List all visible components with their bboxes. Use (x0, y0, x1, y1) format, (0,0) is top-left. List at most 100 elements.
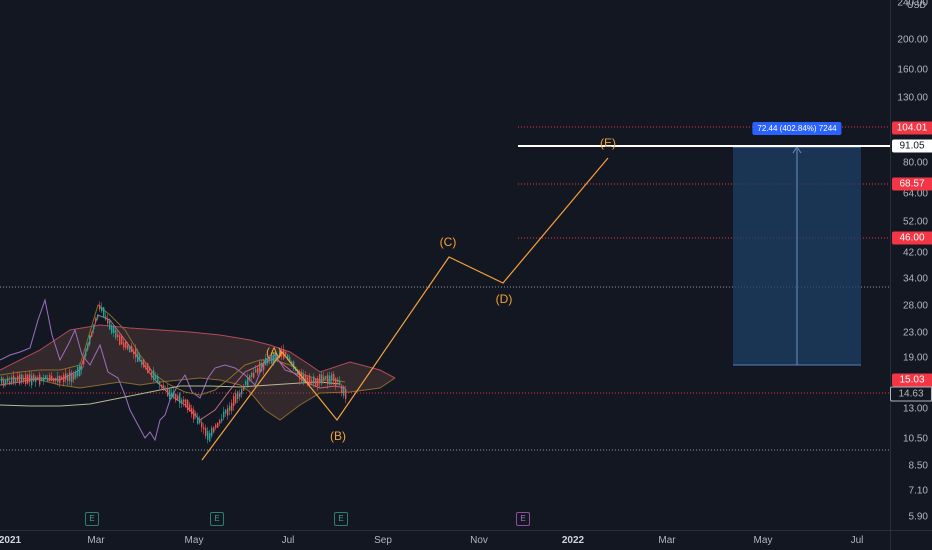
earnings-marker[interactable]: E (85, 512, 99, 526)
candle-body (135, 348, 137, 358)
candle-body (17, 376, 19, 382)
candle-body (323, 376, 325, 381)
candle-body (137, 353, 139, 362)
ichimoku-cloud (0, 325, 395, 420)
candle-body (129, 345, 131, 353)
candle-body (309, 375, 311, 386)
candle-body (43, 377, 45, 381)
candle-body (341, 385, 343, 393)
candle-body (53, 378, 55, 382)
candle-body (95, 318, 97, 322)
time-tick: May (753, 535, 773, 546)
price-plot[interactable] (0, 0, 890, 530)
price-tag-last-alt[interactable]: 14.63 (890, 386, 932, 402)
candle-body (85, 352, 87, 357)
candle-body (41, 378, 43, 382)
candle-body (71, 372, 73, 383)
candle-body (245, 381, 247, 385)
candle-body (161, 384, 163, 388)
candle-body (109, 321, 111, 330)
candle-body (253, 372, 255, 378)
candle-body (65, 373, 67, 380)
wave-label-c[interactable]: (C) (439, 235, 457, 249)
price-tag-last-close[interactable]: 15.03 (892, 373, 932, 387)
candle-body (149, 367, 151, 371)
candle-body (115, 329, 117, 338)
candle-body (211, 427, 213, 437)
candle-body (251, 372, 253, 377)
candle-body (339, 380, 341, 386)
candle-body (77, 366, 79, 376)
wave-label-e[interactable]: (E) (600, 136, 616, 150)
candle-body (223, 411, 225, 418)
wave-label-a[interactable]: (A) (266, 345, 282, 359)
candle-body (279, 350, 281, 357)
candle-body (227, 408, 229, 416)
time-axis[interactable]: 2021 Mar May Jul Sep Nov 2022 Mar May Ju… (0, 530, 890, 550)
candle-body (107, 318, 109, 324)
candle-body (91, 332, 93, 337)
candle-body (337, 379, 339, 383)
candle-body (317, 378, 319, 386)
candle-body (321, 374, 323, 384)
candlestick-series[interactable] (1, 301, 347, 444)
price-tag-level-46[interactable]: 46.00 (892, 231, 932, 245)
candle-body (151, 371, 153, 378)
candle-body (285, 351, 287, 355)
time-tick: Nov (470, 535, 488, 546)
price-tick: 23.00 (902, 327, 928, 339)
earnings-marker[interactable]: E (334, 512, 348, 526)
price-range-label[interactable]: 72.44 (402.84%) 7244 (752, 122, 842, 135)
earnings-marker-upcoming[interactable]: E (516, 512, 530, 526)
candle-body (219, 420, 221, 424)
price-tick: 42.00 (902, 247, 928, 259)
candle-body (63, 374, 65, 382)
price-axis[interactable]: USD 240.00 200.00 160.00 130.00 80.00 64… (890, 0, 932, 530)
candle-body (29, 374, 31, 383)
candle-body (333, 373, 335, 382)
candle-body (313, 376, 315, 384)
candle-body (19, 374, 21, 384)
price-tick: 64.00 (902, 188, 928, 200)
candle-body (181, 399, 183, 404)
candle-body (143, 359, 145, 367)
candle-body (287, 354, 289, 359)
candle-body (121, 335, 123, 345)
price-tag-horizontal-line[interactable]: 91.05 (892, 139, 932, 153)
candle-body (185, 399, 187, 407)
price-tick: 52.00 (902, 216, 928, 228)
candle-body (275, 353, 277, 357)
price-tag-level-68[interactable]: 68.57 (892, 177, 932, 191)
wave-count-line[interactable] (201, 157, 609, 461)
candle-body (203, 427, 205, 430)
price-tick: 7.10 (908, 485, 928, 497)
price-tick: 160.00 (897, 64, 928, 76)
candle-body (239, 393, 241, 397)
price-tag-target[interactable]: 104.01 (892, 121, 932, 135)
candle-body (49, 375, 51, 381)
candle-body (13, 375, 15, 384)
candle-body (59, 375, 61, 383)
price-tick: 19.00 (902, 352, 928, 364)
candle-body (165, 388, 167, 391)
earnings-marker[interactable]: E (210, 512, 224, 526)
candle-body (271, 355, 273, 364)
candle-body (261, 363, 263, 372)
candle-body (9, 381, 11, 385)
candle-body (315, 379, 317, 386)
candle-body (7, 377, 9, 382)
candle-body (103, 307, 105, 317)
wave-label-b[interactable]: (B) (330, 429, 346, 443)
candle-body (259, 362, 261, 372)
candle-body (289, 357, 291, 362)
wave-label-d[interactable]: (D) (495, 292, 513, 306)
candle-body (57, 376, 59, 382)
candle-body (119, 335, 121, 345)
candle-body (15, 377, 17, 382)
price-tick: 10.50 (902, 433, 928, 445)
candle-body (247, 376, 249, 387)
candle-body (255, 369, 257, 373)
candle-body (225, 409, 227, 414)
candle-body (5, 379, 7, 385)
